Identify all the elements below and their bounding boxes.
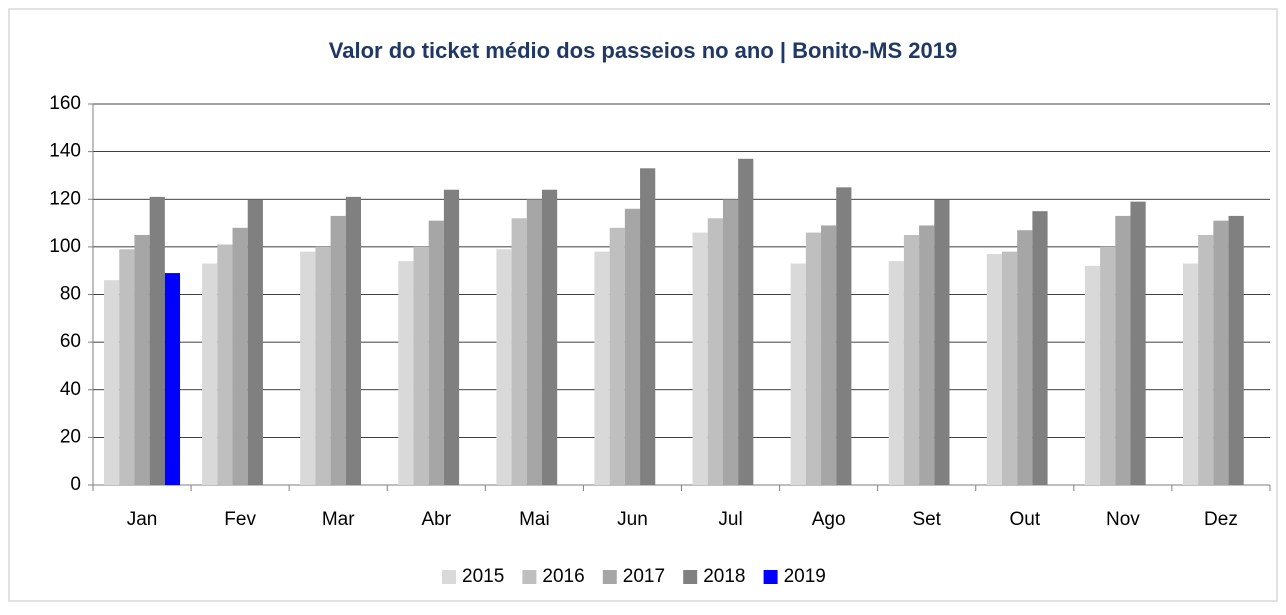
bar [217,244,233,485]
bar [134,234,150,485]
bar [1228,215,1244,485]
bar [986,254,1002,485]
legend-label: 2018 [703,566,745,587]
bar [1084,265,1101,485]
bar [345,196,362,485]
x-tick-label: Mai [519,509,550,530]
y-tick-label: 140 [49,141,81,162]
legend-label: 2019 [784,566,826,587]
bar [692,232,708,485]
y-tick-label: 160 [49,93,81,114]
bar [934,199,950,485]
y-tick-label: 80 [60,284,81,305]
y-tick-label: 40 [60,379,81,400]
bar [398,261,414,485]
bar [247,199,263,485]
bar [821,225,837,485]
bar [1182,263,1199,485]
bar [315,246,331,485]
bar [836,187,852,485]
bar [104,280,120,485]
bar [541,189,558,485]
bar [428,220,444,485]
x-tick-label: Jan [127,509,158,530]
bar [496,249,512,485]
bar [640,168,656,485]
bar [300,251,316,485]
bar [511,218,527,486]
x-tick-label: Fev [224,509,256,530]
legend-label: 2017 [623,566,665,587]
x-tick-label: Set [912,509,941,530]
legend-swatch [763,570,778,584]
x-tick-label: Nov [1106,509,1140,530]
bar [738,158,754,486]
bar [888,261,904,485]
y-tick-label: 60 [60,331,81,352]
legend-swatch [522,570,537,584]
bar [164,273,181,485]
bar [1198,234,1214,485]
legend-swatch [442,570,456,584]
y-tick-label: 0 [70,474,81,495]
bar [1017,230,1033,485]
x-tick-label: Out [1009,509,1040,530]
x-tick-label: Abr [422,509,452,530]
x-tick-label: Ago [812,509,846,530]
bar [790,263,806,485]
bar [413,246,429,485]
bar [232,227,248,485]
bar [919,225,935,485]
bar [443,189,460,485]
bar [609,227,625,485]
legend-swatch [683,570,698,584]
bar [202,263,218,485]
legend-swatch [602,570,617,584]
bar [526,199,542,485]
bar [624,208,641,485]
bar [722,199,739,485]
bar [1032,211,1048,485]
bar [805,232,822,485]
bar [119,249,135,485]
bar [149,196,165,485]
legend-label: 2015 [462,566,504,587]
x-tick-label: Jul [718,509,742,530]
y-tick-label: 20 [60,426,81,447]
bar [707,218,723,486]
bar [594,251,610,485]
bar [1001,251,1018,485]
x-tick-label: Mar [322,509,355,530]
bar [1213,220,1229,485]
y-tick-label: 100 [49,236,81,257]
x-tick-label: Dez [1204,509,1238,530]
bar [1130,201,1146,485]
bar [1100,246,1116,485]
bar [1115,215,1131,485]
bar [330,215,346,485]
legend-label: 2016 [542,566,584,587]
bar [903,234,920,485]
x-tick-label: Jun [617,509,648,530]
chart-title: Valor do ticket médio dos passeios no an… [329,38,957,63]
y-tick-label: 120 [49,188,81,209]
